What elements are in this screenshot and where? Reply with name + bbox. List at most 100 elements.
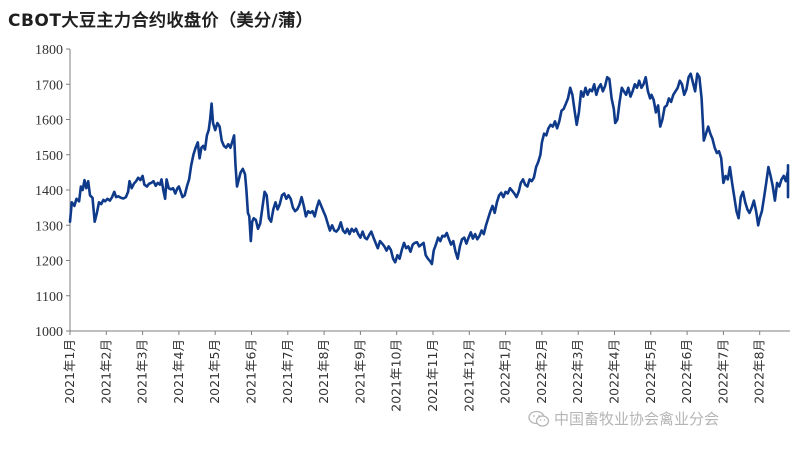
data-point (425, 254, 427, 256)
data-point (255, 219, 257, 221)
data-point (463, 237, 465, 239)
x-tick-label: 2021年7月 (280, 339, 295, 404)
data-point (405, 247, 407, 249)
data-point (685, 88, 688, 91)
data-point (418, 245, 420, 247)
data-point (128, 180, 131, 182)
data-point (390, 249, 392, 251)
data-point (117, 195, 119, 197)
data-point (526, 185, 529, 188)
data-point (727, 178, 729, 180)
data-point (135, 180, 137, 182)
data-point (627, 87, 629, 89)
data-point (688, 76, 690, 78)
data-point (774, 200, 776, 202)
data-point (379, 240, 381, 242)
data-point (722, 182, 725, 184)
data-point (437, 237, 439, 239)
data-point (159, 184, 161, 186)
x-tick-label: 2021年8月 (316, 339, 331, 404)
data-point (181, 196, 184, 198)
data-point (164, 198, 166, 200)
data-point (560, 110, 563, 112)
data-point (211, 103, 213, 105)
data-point (611, 97, 613, 99)
data-point (133, 183, 135, 185)
data-point (75, 198, 78, 200)
data-point (383, 245, 385, 247)
data-point (472, 238, 474, 240)
data-point (146, 185, 148, 188)
data-point (711, 138, 714, 140)
data-point (505, 191, 507, 193)
data-point (232, 140, 234, 142)
data-point (672, 94, 674, 96)
data-point (223, 145, 225, 147)
data-point (346, 228, 348, 230)
data-point (725, 175, 727, 177)
data-point (604, 85, 606, 87)
data-point (692, 81, 694, 84)
data-point (683, 94, 685, 96)
data-point (468, 237, 470, 239)
data-point (311, 210, 314, 212)
data-point (593, 83, 595, 85)
data-point (294, 210, 296, 212)
data-point (507, 192, 509, 195)
data-point (242, 168, 244, 170)
data-point (279, 203, 281, 205)
data-point (359, 237, 361, 239)
x-tick-label: 2022年8月 (752, 339, 767, 404)
data-point (450, 244, 452, 246)
data-point (446, 232, 448, 234)
data-point (155, 185, 157, 187)
x-tick-label: 2022年3月 (570, 339, 585, 404)
x-tick-label: 2022年5月 (643, 339, 658, 404)
data-point (787, 175, 789, 177)
data-point (661, 118, 664, 121)
data-point (202, 145, 204, 147)
data-point (314, 215, 316, 217)
data-point (277, 208, 279, 210)
chart-title: CBOT大豆主力合约收盘价（美分/蒲） (8, 11, 314, 31)
data-point (290, 198, 292, 200)
data-point (485, 224, 487, 226)
data-point (362, 231, 364, 233)
y-tick-label: 1700 (35, 78, 63, 93)
data-point (429, 260, 431, 262)
data-point (233, 134, 235, 136)
data-point (355, 228, 357, 230)
data-point (335, 231, 337, 233)
data-point (770, 175, 772, 177)
data-point (139, 179, 141, 181)
data-point (264, 191, 266, 193)
data-point (759, 217, 761, 219)
data-point (787, 164, 789, 166)
data-point (640, 87, 643, 89)
data-point (377, 247, 379, 249)
x-tick-label: 2021年9月 (352, 339, 367, 404)
data-point (787, 189, 789, 191)
data-point (694, 90, 696, 92)
data-point (122, 197, 124, 200)
data-point (178, 185, 180, 188)
data-point (595, 94, 597, 96)
data-point (89, 194, 91, 196)
data-point (457, 258, 459, 260)
data-point (409, 251, 412, 253)
data-point (143, 184, 145, 186)
data-point (659, 126, 661, 128)
data-point (342, 229, 344, 232)
data-point (87, 180, 89, 182)
data-point (331, 224, 333, 226)
y-tick-label: 1500 (35, 149, 63, 164)
data-point (718, 150, 720, 152)
data-point (459, 245, 461, 247)
data-point (502, 196, 504, 198)
data-point (543, 133, 545, 135)
data-point (629, 96, 632, 98)
data-point (270, 221, 272, 223)
data-point (787, 182, 789, 184)
data-point (348, 233, 351, 235)
data-point (238, 178, 240, 180)
